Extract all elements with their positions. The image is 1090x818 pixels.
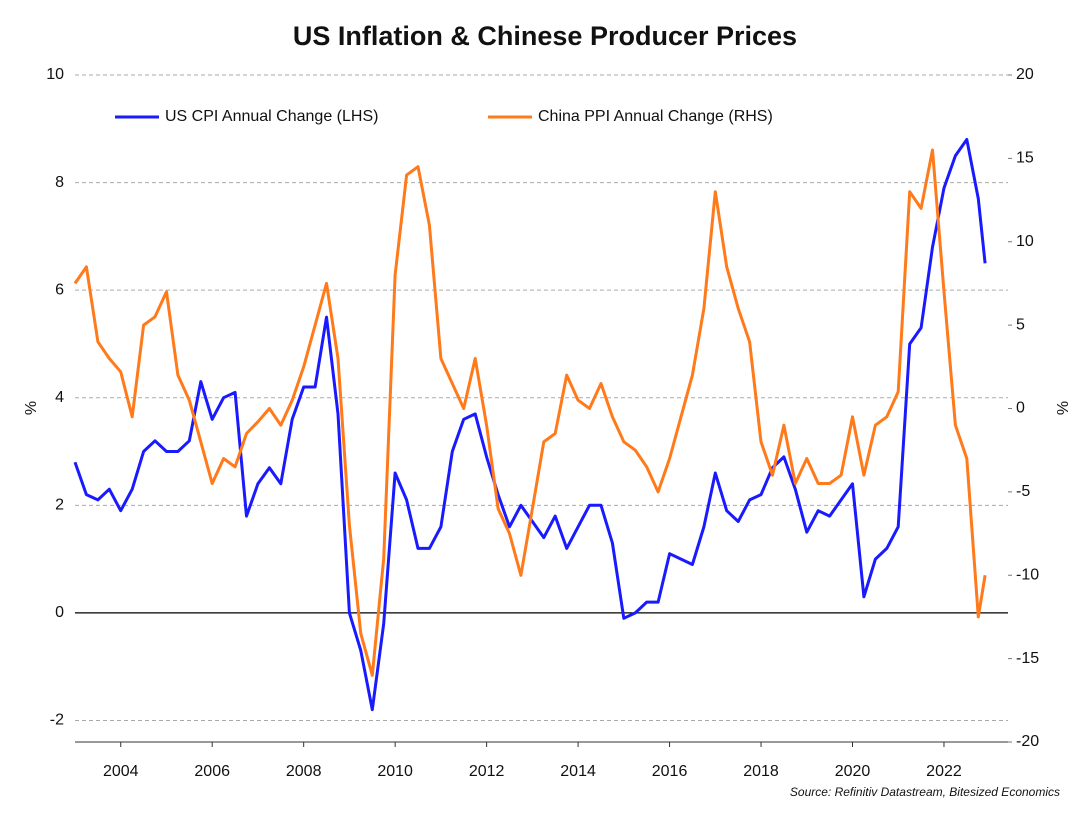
x-tick-label: 2018 (743, 763, 779, 780)
source-note: Source: Refinitiv Datastream, Bitesized … (790, 785, 1060, 799)
y-tick-label: 8 (55, 174, 64, 191)
x-tick-label: 2022 (926, 763, 962, 780)
y2-tick-label: 5 (1016, 316, 1025, 333)
x-tick-label: 2014 (560, 763, 596, 780)
y2-tick-label: 20 (1016, 66, 1034, 83)
x-tick-label: 2010 (377, 763, 413, 780)
y2-tick-label: 10 (1016, 233, 1034, 250)
series-line (73, 138, 987, 712)
legend-label: China PPI Annual Change (RHS) (538, 108, 773, 125)
y2-axis-label: % (1055, 401, 1072, 415)
chart-title: US Inflation & Chinese Producer Prices (293, 21, 797, 51)
x-tick-label: 2008 (286, 763, 322, 780)
y-tick-label: 6 (55, 281, 64, 298)
y2-tick-label: -10 (1016, 566, 1039, 583)
y2-tick-label: -15 (1016, 650, 1039, 667)
y2-tick-label: -5 (1016, 483, 1030, 500)
y-tick-label: -2 (50, 712, 64, 729)
y-tick-label: 0 (55, 604, 64, 621)
series-line (73, 148, 987, 677)
y2-tick-label: -20 (1016, 733, 1039, 750)
x-tick-label: 2006 (194, 763, 230, 780)
y2-tick-label: 0 (1016, 400, 1025, 417)
y-tick-label: 4 (55, 389, 64, 406)
x-tick-label: 2020 (835, 763, 871, 780)
y-tick-label: 2 (55, 497, 64, 514)
x-tick-label: 2012 (469, 763, 505, 780)
legend-label: US CPI Annual Change (LHS) (165, 108, 378, 125)
y2-tick-label: 15 (1016, 150, 1034, 167)
x-tick-label: 2004 (103, 763, 139, 780)
x-tick-label: 2016 (652, 763, 688, 780)
y-tick-label: 10 (46, 66, 64, 83)
y-axis-label: % (23, 401, 40, 415)
